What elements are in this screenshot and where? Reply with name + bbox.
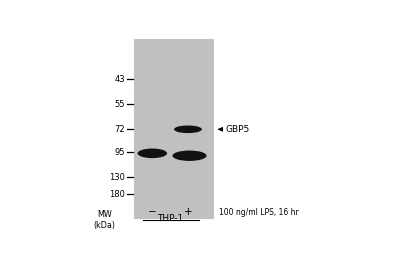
Text: 130: 130 bbox=[109, 173, 125, 182]
Text: 43: 43 bbox=[114, 75, 125, 84]
Text: MW
(kDa): MW (kDa) bbox=[93, 210, 115, 230]
Text: −: − bbox=[148, 207, 157, 217]
Text: +: + bbox=[184, 207, 192, 217]
Text: 180: 180 bbox=[109, 190, 125, 199]
Text: GBP5: GBP5 bbox=[225, 125, 250, 134]
Text: 72: 72 bbox=[114, 125, 125, 134]
Text: 95: 95 bbox=[114, 148, 125, 157]
Text: 100 ng/ml LPS, 16 hr: 100 ng/ml LPS, 16 hr bbox=[219, 208, 299, 217]
Ellipse shape bbox=[172, 151, 206, 161]
Text: 55: 55 bbox=[114, 100, 125, 109]
Ellipse shape bbox=[174, 126, 202, 133]
Text: THP-1: THP-1 bbox=[157, 214, 184, 223]
Ellipse shape bbox=[138, 148, 167, 158]
Bar bbox=[134, 39, 214, 219]
